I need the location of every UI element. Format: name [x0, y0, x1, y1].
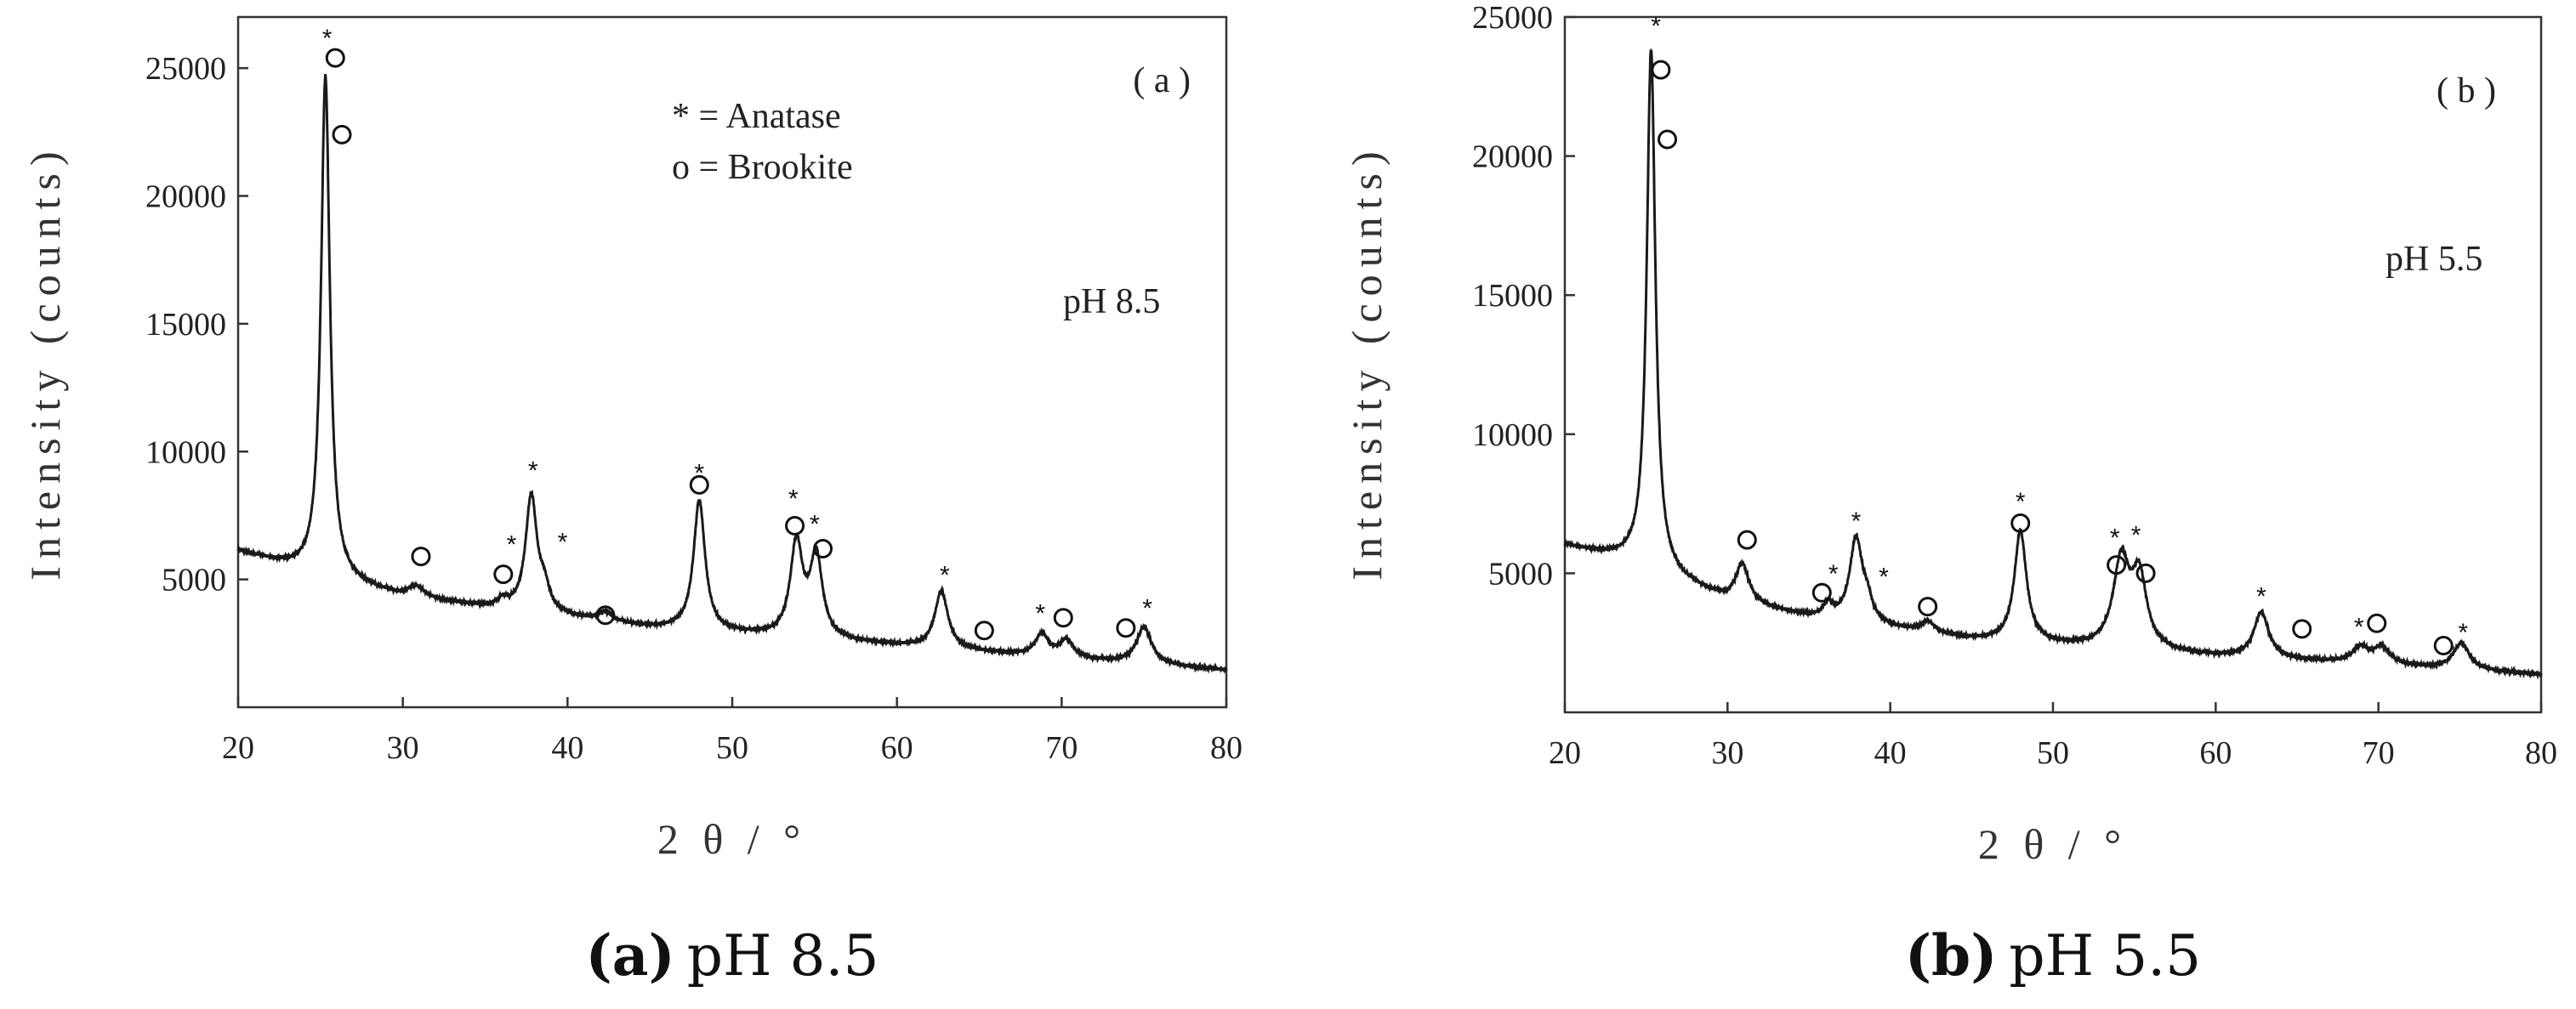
brookite-marker: [2010, 513, 2031, 534]
x-tick-label: 40: [1874, 735, 1907, 771]
brookite-marker: [595, 605, 616, 626]
x-axis-a: 20 30 40 50 60 70 80: [222, 697, 1243, 766]
y-tick-label: 20000: [1472, 139, 1553, 175]
brookite-marker: [1918, 597, 1938, 617]
brookite-marker: [974, 621, 994, 641]
x-tick-label: 70: [1045, 730, 1078, 766]
brookite-marker: [2292, 619, 2312, 639]
x-tick-label: 50: [2037, 735, 2069, 771]
y-axis-a: 5000 10000 15000 20000 25000: [145, 51, 248, 598]
y-tick-label: 15000: [1472, 278, 1553, 314]
x-tick-label: 60: [2199, 735, 2232, 771]
brookite-marker: [2135, 563, 2156, 583]
brookite-marker: [2107, 555, 2127, 575]
caption-text-b: pH 5.5: [2009, 923, 2201, 989]
x-tick-label: 20: [222, 730, 254, 766]
y-tick-label: 10000: [1472, 417, 1553, 453]
brookite-marker: [332, 124, 352, 145]
y-tick-label: 5000: [1488, 556, 1553, 592]
brookite-marker: [493, 564, 514, 585]
brookite-marker: [1053, 608, 1073, 628]
brookite-marker: [1658, 129, 1678, 150]
brookite-marker: [1651, 60, 1671, 80]
legend-brookite: o = Brookite: [672, 148, 853, 187]
anatase-marker: *: [507, 531, 517, 559]
anatase-marker: *: [1879, 563, 1889, 591]
y-tick-label: 25000: [145, 51, 226, 87]
diffraction-line-b: [1563, 48, 2543, 680]
x-axis-b: 20 30 40 50 60 70 80: [1549, 702, 2557, 771]
anatase-marker: *: [2354, 613, 2364, 641]
anatase-marker: *: [694, 459, 704, 487]
x-tick-label: 50: [716, 730, 748, 766]
x-tick-label: 30: [1711, 735, 1743, 771]
panel-tag-b: ( b ): [2437, 71, 2496, 111]
anatase-marker: *: [1651, 13, 1661, 41]
anatase-marker: *: [2256, 582, 2266, 610]
y-axis-label-b: Intensity (counts): [1343, 144, 1390, 580]
condition-label-b: pH 5.5: [2386, 240, 2482, 279]
y-tick-label: 10000: [145, 434, 226, 470]
brookite-marker: [1811, 582, 1832, 603]
brookite-marker: [813, 539, 833, 559]
anatase-marker: *: [2016, 488, 2026, 516]
x-tick-label: 70: [2363, 735, 2395, 771]
brookite-marker: [411, 547, 431, 567]
anatase-marker: *: [810, 510, 820, 538]
y-tick-label: 15000: [145, 307, 226, 343]
anatase-marker: *: [558, 529, 568, 557]
anatase-marker: *: [940, 562, 950, 590]
anatase-marker: *: [1851, 507, 1862, 536]
plot-frame-b: [1563, 15, 2543, 714]
caption-text-a: pH 8.5: [687, 923, 879, 989]
brookite-marker: [1116, 618, 1136, 638]
caption-b: (b) pH 5.5: [1905, 922, 2201, 989]
diffraction-line-a: [236, 73, 1228, 674]
y-tick-label: 20000: [145, 179, 226, 215]
x-axis-label-a: 2 θ / °: [657, 815, 807, 863]
caption-a: (a) pH 8.5: [586, 922, 879, 989]
x-tick-label: 20: [1549, 735, 1581, 771]
x-axis-label-b: 2 θ / °: [1978, 820, 2128, 868]
y-axis-b: 5000 10000 15000 20000 25000: [1472, 0, 1575, 592]
y-tick-label: 5000: [162, 563, 226, 598]
brookite-marker: [785, 515, 805, 536]
anatase-marker: *: [322, 25, 333, 53]
brookite-marker: [1737, 530, 1757, 550]
x-tick-label: 60: [881, 730, 913, 766]
brookite-marker: [689, 474, 709, 495]
condition-label-a: pH 8.5: [1063, 282, 1160, 321]
x-tick-label: 80: [1210, 730, 1243, 766]
peak-markers-b: * * * * * * * * * *: [1651, 13, 2468, 655]
caption-letter-a: (a): [586, 922, 675, 989]
panel-tag-a: ( a ): [1133, 61, 1191, 100]
anatase-marker: *: [1142, 595, 1152, 623]
brookite-marker: [325, 48, 345, 68]
anatase-marker: *: [2110, 524, 2120, 553]
anatase-marker: *: [1035, 600, 1045, 628]
anatase-marker: *: [2131, 521, 2141, 549]
y-tick-label: 25000: [1472, 0, 1553, 36]
brookite-marker: [2367, 613, 2387, 633]
y-axis-label-a: Intensity (counts): [21, 144, 69, 580]
brookite-marker: [2433, 635, 2454, 655]
x-tick-label: 80: [2525, 735, 2557, 771]
x-tick-label: 30: [387, 730, 419, 766]
anatase-marker: *: [2458, 619, 2468, 647]
peak-markers-a: * * * * * * * * * *: [322, 25, 1152, 641]
anatase-marker: *: [528, 456, 538, 485]
x-tick-label: 40: [551, 730, 583, 766]
legend-anatase: * = Anatase: [672, 97, 841, 136]
anatase-marker: *: [1828, 560, 1839, 588]
anatase-marker: *: [788, 485, 799, 513]
caption-letter-b: (b): [1905, 922, 1998, 989]
